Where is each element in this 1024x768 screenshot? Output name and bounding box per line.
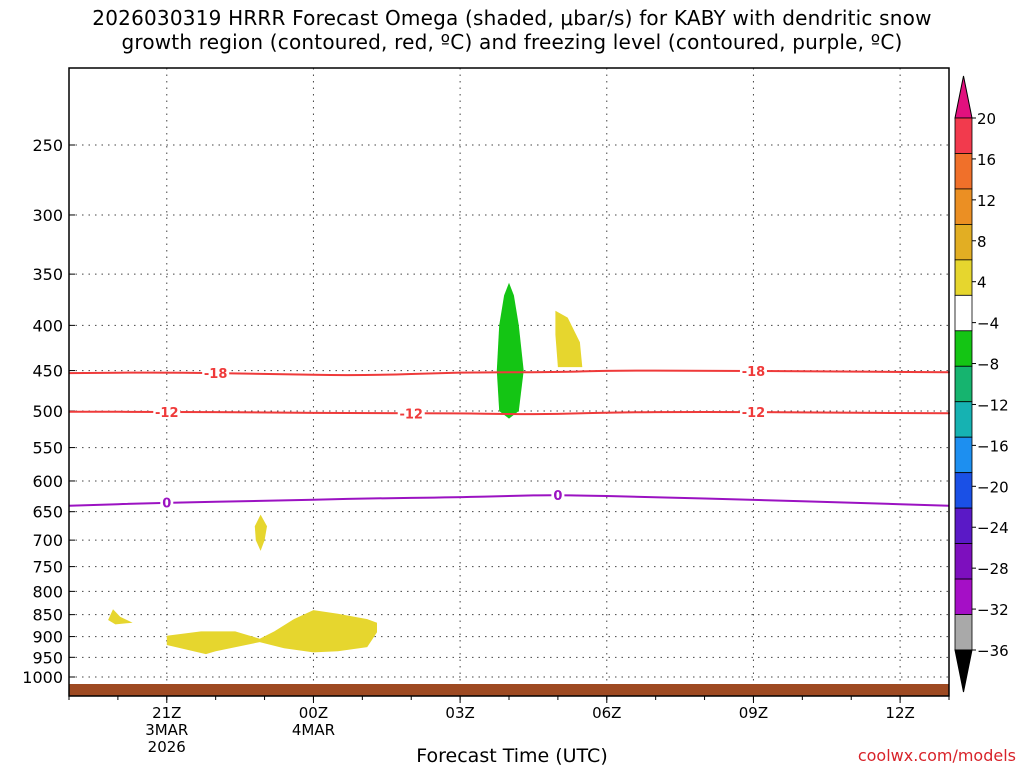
contour-label: 0	[553, 489, 562, 504]
contour-label: -12	[155, 406, 179, 421]
y-tick-label: 350	[32, 265, 63, 284]
colorbar-block	[954, 614, 973, 651]
contour-label: -12	[399, 407, 423, 422]
x-axis-label: Forecast Time (UTC)	[416, 745, 608, 767]
omega-shaded-region	[108, 609, 133, 625]
omega-shaded-region	[496, 282, 524, 419]
colorbar-label: −36	[977, 642, 1009, 660]
colorbar-block	[954, 117, 973, 154]
colorbar-block	[954, 436, 973, 474]
colorbar-label: 8	[977, 233, 987, 251]
colorbar-block	[954, 153, 973, 190]
contour-label-bg	[739, 363, 767, 378]
colorbar-block	[954, 472, 973, 509]
contour-label: 0	[162, 497, 171, 512]
x-tick-label: 03Z	[445, 704, 474, 722]
colorbar-block	[954, 294, 973, 332]
contour-label: -12	[742, 406, 766, 421]
omega-shaded-region	[555, 310, 583, 368]
chart-title: 2026030319 HRRR Forecast Omega (shaded, …	[0, 6, 1024, 54]
y-tick-label: 550	[32, 439, 63, 458]
colorbar-label: −28	[977, 560, 1009, 578]
colorbar-block	[954, 401, 973, 438]
colorbar-label: 4	[977, 274, 987, 292]
contour-line	[68, 369, 951, 377]
colorbar-label: 16	[977, 151, 996, 169]
colorbar-block	[954, 188, 973, 225]
contour-line	[68, 494, 950, 507]
colorbar-label: 12	[977, 192, 996, 210]
contour-label: -18	[204, 367, 228, 382]
colorbar-block	[954, 365, 973, 403]
y-tick-label: 400	[32, 316, 63, 335]
chart-title-line-1: 2026030319 HRRR Forecast Omega (shaded, …	[92, 6, 932, 30]
colorbar-label: 20	[977, 110, 996, 128]
x-tick-label: 09Z	[739, 704, 768, 722]
y-tick-label: 700	[32, 531, 63, 550]
contour-label-bg	[153, 404, 181, 419]
y-tick-label: 1000	[22, 668, 63, 687]
contour-line	[68, 410, 951, 416]
x-tick-label: 3MAR	[145, 721, 188, 739]
colorbar-block	[954, 543, 973, 580]
contour-label-bg	[202, 366, 230, 381]
colorbar-bottom-arrow	[954, 649, 973, 693]
y-tick-label: 750	[32, 558, 63, 577]
plot-frame	[68, 67, 950, 697]
y-tick-label: 300	[32, 206, 63, 225]
omega-shaded-region	[254, 514, 267, 551]
colorbar-block	[954, 223, 973, 261]
y-tick-label: 650	[32, 503, 63, 522]
colorbar-label: −16	[977, 437, 1009, 455]
contour-label: -18	[742, 365, 766, 380]
omega-shaded-region	[166, 610, 377, 655]
colorbar-label: −4	[977, 315, 999, 333]
y-tick-label: 450	[32, 362, 63, 381]
colorbar-label: −20	[977, 478, 1009, 496]
contour-label-bg	[551, 487, 565, 502]
x-tick-label: 12Z	[885, 704, 914, 722]
credit-text: coolwx.com/models	[857, 746, 1016, 765]
colorbar-block	[954, 578, 973, 615]
x-tick-label: 21Z	[152, 704, 181, 722]
ground-band	[69, 684, 949, 696]
y-tick-label: 600	[32, 472, 63, 491]
colorbar-label: −32	[977, 601, 1009, 619]
colorbar-top-arrow	[954, 75, 973, 119]
contour-label-bg	[739, 405, 767, 420]
colorbar-block	[954, 507, 973, 544]
colorbar-block	[954, 330, 973, 367]
y-tick-label: 800	[32, 582, 63, 601]
y-tick-label: 250	[32, 136, 63, 155]
x-tick-label: 4MAR	[292, 721, 335, 739]
y-tick-label: 950	[32, 648, 63, 667]
contour-label-bg	[397, 406, 425, 421]
x-tick-label: 00Z	[299, 704, 328, 722]
colorbar-label: −24	[977, 519, 1009, 537]
y-tick-label: 900	[32, 628, 63, 647]
colorbar-label: −8	[977, 356, 999, 374]
contour-label-bg	[160, 495, 174, 510]
x-tick-label: 2026	[148, 738, 186, 756]
x-tick-label: 06Z	[592, 704, 621, 722]
y-tick-label: 500	[32, 402, 63, 421]
colorbar-block	[954, 259, 973, 296]
chart-title-line-2: growth region (contoured, red, ºC) and f…	[121, 30, 903, 54]
y-tick-label: 850	[32, 606, 63, 625]
colorbar-label: −12	[977, 396, 1009, 414]
